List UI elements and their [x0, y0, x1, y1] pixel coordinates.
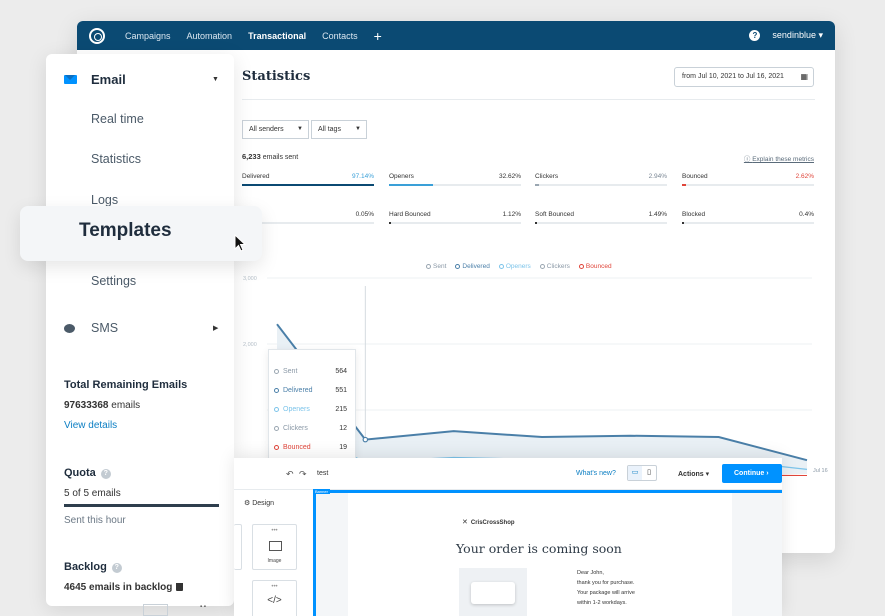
trash-icon[interactable]	[176, 583, 184, 591]
add-nav-icon[interactable]: +	[373, 27, 382, 44]
chevron-right-icon[interactable]: ▶	[213, 325, 219, 332]
undo-icon[interactable]: ↶	[286, 469, 294, 479]
chat-bubble-icon	[64, 323, 75, 333]
design-tab[interactable]: ⚙ Design	[244, 500, 275, 507]
redo-icon[interactable]: ↷	[299, 469, 307, 479]
canvas-section-tag: Banner	[313, 489, 330, 494]
sendinblue-logo-icon[interactable]	[89, 27, 105, 44]
desktop-view-icon[interactable]: ▭	[628, 466, 642, 480]
content-block[interactable]	[234, 524, 242, 570]
legend-sent[interactable]: Sent	[426, 263, 446, 270]
x-tick-label: Jul 16	[813, 468, 828, 474]
code-icon: </>	[267, 595, 282, 606]
tooltip-row-openers: Openers 215	[274, 406, 347, 413]
mobile-view-icon[interactable]: ▯	[647, 469, 651, 476]
metric-delivered: Delivered 97.14%	[242, 173, 374, 186]
social-icons: ▪ ▪	[200, 604, 206, 610]
continue-button[interactable]: Continue ›	[722, 464, 782, 483]
email-headline[interactable]: Your order is coming soon	[456, 541, 622, 556]
social-block[interactable]	[143, 604, 168, 616]
quota-value: 5 of 5 emails	[64, 488, 121, 499]
quota-progress-bar	[64, 504, 219, 507]
y-tick-label: 3,000	[243, 276, 257, 282]
remaining-emails-value: 97633368 emails	[64, 400, 141, 411]
email-body-text[interactable]: Dear John, thank you for purchase. Your …	[577, 570, 635, 606]
emails-sent-summary: 6,233 emails sent	[242, 152, 299, 161]
product-image[interactable]	[459, 568, 527, 616]
actions-menu[interactable]: Actions ▾	[678, 471, 710, 478]
divider	[242, 99, 815, 100]
template-name[interactable]: test	[317, 470, 329, 477]
data-point	[362, 436, 369, 443]
tooltip-row-clickers: Clickers 12	[274, 425, 347, 432]
whats-new-link[interactable]: What's new?	[576, 470, 616, 477]
sidebar-email-header[interactable]: Email	[64, 72, 126, 87]
quota-title: Quota?	[64, 467, 111, 479]
sidebar-sms-header[interactable]: SMS	[64, 321, 118, 335]
metric-soft-bounced: Soft Bounced 1.49%	[535, 211, 667, 224]
envelope-icon	[64, 75, 77, 84]
sidebar-item-statistics[interactable]: Statistics	[91, 152, 142, 166]
remaining-emails-title: Total Remaining Emails	[64, 379, 188, 391]
top-navigation: Campaigns Automation Transactional Conta…	[77, 21, 835, 50]
help-icon[interactable]: ?	[749, 30, 761, 41]
chevron-down-icon: ▼	[297, 126, 303, 132]
tooltip-row-sent: Sent 564	[274, 368, 347, 375]
metric-openers: Openers 32.62%	[389, 173, 521, 186]
date-range-picker[interactable]: from Jul 10, 2021 to Jul 16, 2021 ▦	[674, 67, 814, 87]
y-tick-label: 2,000	[243, 342, 257, 348]
backlog-value: 4645 emails in backlog	[64, 582, 184, 593]
metric-blocked: Blocked 0.4%	[682, 211, 814, 224]
chart-tooltip: Sent 564 Delivered 551 Openers 215 Clickers 12 B…	[268, 349, 356, 460]
chart-legend: Sent Delivered Openers Clickers Bounced	[426, 263, 612, 270]
templates-label: Templates	[79, 220, 172, 241]
account-menu[interactable]: sendinblue ▾	[772, 30, 823, 40]
chevron-down-icon: ▼	[355, 126, 361, 132]
backlog-title: Backlog?	[64, 561, 122, 573]
tags-filter[interactable]: All tags ▼	[311, 120, 367, 139]
view-details-link[interactable]: View details	[64, 420, 118, 431]
sidebar-item-settings[interactable]: Settings	[91, 274, 137, 288]
view-toggle: ▭ ▯	[627, 465, 657, 481]
legend-bounced[interactable]: Bounced	[578, 263, 612, 270]
email-sidebar: Email ▼ Real time Statistics Logs Settin…	[46, 54, 234, 606]
legend-openers[interactable]: Openers	[498, 263, 531, 270]
calendar-icon: ▦	[800, 72, 808, 81]
tooltip-row-delivered: Delivered 551	[274, 387, 347, 394]
metric-clickers: Clickers 2.94%	[535, 173, 667, 186]
image-block[interactable]: ••• Image	[252, 524, 297, 570]
nav-campaigns[interactable]: Campaigns	[125, 30, 171, 41]
editor-toolbar: ↶ ↷ test What's new? ▭ ▯ Actions ▾ Conti…	[234, 458, 782, 490]
sidebar-item-templates[interactable]: Templates	[20, 206, 262, 261]
page-title: Statistics	[242, 69, 311, 84]
nav-contacts[interactable]: Contacts	[322, 30, 358, 41]
image-icon	[269, 541, 282, 551]
metric-hard-bounced: Hard Bounced 1.12%	[389, 211, 521, 224]
tooltip-row-bounced: Bounced 19	[274, 444, 347, 451]
metric-bounced: Bounced 2.62%	[682, 173, 814, 186]
help-icon[interactable]: ?	[100, 469, 111, 479]
brand-icon: ✕	[462, 519, 468, 526]
sidebar-item-logs[interactable]: Logs	[91, 193, 119, 207]
email-preview: ✕ CrisCrossShop Your order is coming soon…	[348, 493, 732, 616]
code-block[interactable]: ••• </>	[252, 580, 297, 616]
sidebar-item-real-time[interactable]: Real time	[91, 112, 144, 126]
chevron-down-icon[interactable]: ▼	[212, 76, 219, 83]
quota-note: Sent this hour	[64, 515, 126, 526]
mouse-cursor-icon	[234, 234, 247, 252]
help-icon[interactable]: ?	[111, 563, 122, 573]
explain-metrics-link[interactable]: ⓘ Explain these metrics	[743, 156, 814, 163]
delivered-area	[277, 324, 807, 474]
nav-automation[interactable]: Automation	[186, 30, 233, 41]
nav-transactional[interactable]: Transactional	[248, 30, 307, 41]
legend-delivered[interactable]: Delivered	[455, 263, 490, 270]
template-editor: ↶ ↷ test What's new? ▭ ▯ Actions ▾ Conti…	[234, 458, 782, 616]
senders-filter[interactable]: All senders ▼	[242, 120, 309, 139]
brand-logo: ✕ CrisCrossShop	[462, 519, 515, 526]
legend-clickers[interactable]: Clickers	[539, 263, 570, 270]
